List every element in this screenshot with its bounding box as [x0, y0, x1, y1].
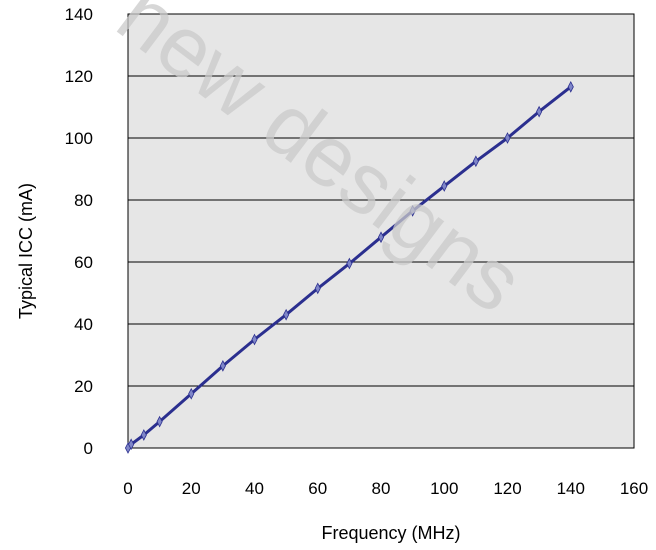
- x-tick-label-100: 100: [430, 479, 458, 498]
- x-tick-label-40: 40: [245, 479, 264, 498]
- gridlines: [128, 75, 634, 387]
- y-tick-label-120: 120: [65, 67, 93, 86]
- data-point-90: [409, 204, 416, 217]
- y-tick-label-140: 140: [65, 5, 93, 24]
- data-point-1: [128, 438, 135, 451]
- y-tick-label-20: 20: [74, 377, 93, 396]
- data-point-120: [504, 132, 511, 144]
- data-point-60: [314, 282, 321, 295]
- y-tick-label-0: 0: [84, 439, 93, 458]
- x-tick-label-160: 160: [620, 479, 648, 498]
- data-point-40: [251, 333, 258, 346]
- data-point-20: [188, 387, 195, 400]
- x-tick-label-0: 0: [123, 479, 132, 498]
- x-tick-label-80: 80: [372, 479, 391, 498]
- data-point-140: [567, 80, 574, 93]
- x-tick-labels: 0 20 40 60 80 100 120 140 160: [123, 479, 648, 498]
- data-point-130: [536, 105, 543, 118]
- y-tick-label-100: 100: [65, 129, 93, 148]
- y-axis-title: Typical ICC (mA): [16, 183, 36, 319]
- data-point-80: [377, 231, 385, 244]
- data-point-100: [441, 180, 448, 192]
- x-tick-label-60: 60: [308, 479, 327, 498]
- y-tick-label-60: 60: [74, 253, 93, 272]
- data-point-70: [346, 257, 353, 270]
- y-tick-label-40: 40: [74, 315, 93, 334]
- data-point-5: [140, 429, 147, 441]
- y-tick-label-80: 80: [74, 191, 93, 210]
- data-point-50: [283, 308, 290, 321]
- data-point-30: [219, 359, 226, 372]
- x-axis-title: Frequency (MHz): [321, 523, 460, 543]
- x-tick-label-120: 120: [493, 479, 521, 498]
- data-point-10: [156, 415, 163, 428]
- x-tick-label-20: 20: [182, 479, 201, 498]
- data-point-110: [472, 155, 479, 168]
- x-tick-label-140: 140: [557, 479, 585, 498]
- y-tick-labels: 0 20 40 60 80 100 120 140: [65, 5, 93, 458]
- series-layer: [124, 80, 574, 454]
